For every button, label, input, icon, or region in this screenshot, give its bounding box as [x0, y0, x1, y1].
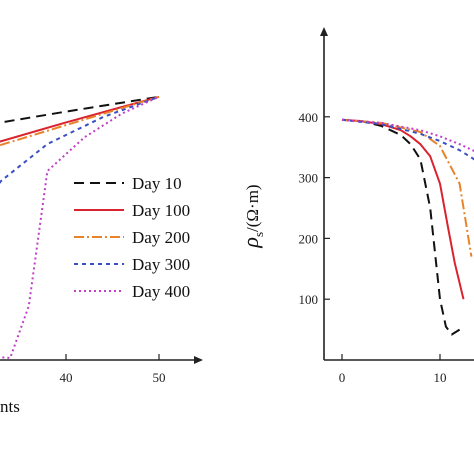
legend-label-3: Day 200	[132, 228, 190, 247]
right-y-tick-label: 400	[299, 110, 319, 125]
right-y-tick-label: 200	[299, 231, 319, 246]
right-series-line-4	[341, 118, 474, 161]
left-series-line-2	[0, 95, 160, 143]
right-y-ticks: 100 200 300 400	[299, 110, 330, 307]
left-series-line-4	[0, 95, 160, 184]
right-series-line-1	[341, 118, 461, 336]
legend-label-1: Day 10	[132, 174, 182, 193]
legend-label-4: Day 300	[132, 255, 190, 274]
left-x-ticks: 40 50	[60, 354, 166, 385]
left-x-tick-label: 50	[153, 370, 166, 385]
right-x-ticks: 0 10	[339, 354, 447, 385]
left-series-group	[0, 95, 160, 359]
right-series-line-5	[341, 118, 474, 152]
left-x-tick-label: 40	[60, 370, 73, 385]
right-y-tick-label: 100	[299, 292, 319, 307]
right-x-tick-label: 10	[434, 370, 447, 385]
left-legend: Day 10 Day 100 Day 200 Day 300 Day 400	[74, 174, 190, 301]
legend-label-2: Day 100	[132, 201, 190, 220]
svg-text:ρs/(Ω·m): ρs/(Ω·m)	[238, 184, 266, 248]
right-y-tick-label: 300	[299, 171, 319, 186]
right-x-tick-label: 0	[339, 370, 346, 385]
legend-label-5: Day 400	[132, 282, 190, 301]
left-x-axis-label: nts	[0, 397, 20, 416]
right-chart: 100 200 300 400 0 10 ρs/(Ω·m)	[238, 27, 474, 385]
right-series-group	[341, 118, 474, 336]
left-series-line-3	[0, 95, 160, 147]
right-y-axis-label: ρs/(Ω·m)	[238, 184, 266, 248]
left-series-line-5	[0, 95, 160, 359]
right-series-line-2	[341, 118, 465, 300]
